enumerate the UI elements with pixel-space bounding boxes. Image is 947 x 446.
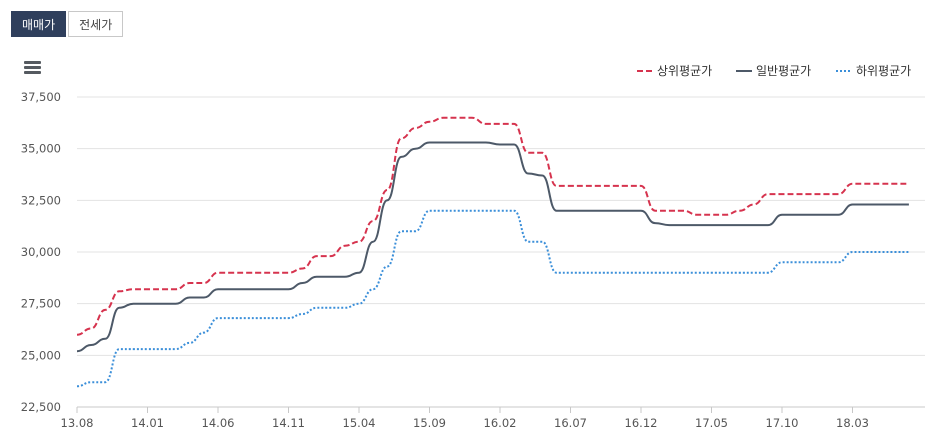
series-line-0 bbox=[76, 116, 909, 336]
price-type-tabs: 매매가 전세가 bbox=[11, 11, 124, 37]
x-tick-label: 17.10 bbox=[766, 416, 799, 430]
y-tick-label: 32,500 bbox=[21, 193, 61, 207]
x-tick-label: 16.02 bbox=[484, 416, 517, 430]
legend-label-1: 일반평균가 bbox=[756, 64, 811, 78]
tab-sale-price[interactable]: 매매가 bbox=[11, 11, 67, 37]
x-tick-label: 14.11 bbox=[272, 416, 305, 430]
x-tick-label: 16.07 bbox=[554, 416, 587, 430]
legend-label-0: 상위평균가 bbox=[657, 64, 712, 78]
y-tick-label: 30,000 bbox=[21, 245, 61, 259]
x-tick-label: 14.06 bbox=[202, 416, 235, 430]
hamburger-menu-icon[interactable] bbox=[24, 60, 42, 76]
y-tick-label: 37,500 bbox=[21, 90, 61, 104]
x-tick-label: 17.05 bbox=[695, 416, 728, 430]
y-tick-label: 35,000 bbox=[21, 142, 61, 156]
y-tick-label: 27,500 bbox=[21, 297, 61, 311]
x-tick-label: 15.04 bbox=[343, 416, 376, 430]
x-tick-label: 16.12 bbox=[625, 416, 658, 430]
legend-label-2: 하위평균가 bbox=[856, 64, 911, 78]
x-tick-label: 15.09 bbox=[413, 416, 446, 430]
y-tick-label: 25,000 bbox=[21, 348, 61, 362]
x-tick-label: 13.08 bbox=[61, 416, 94, 430]
x-tick-label: 14.01 bbox=[131, 416, 164, 430]
series-line-1 bbox=[76, 141, 909, 353]
y-tick-label: 22,500 bbox=[21, 400, 61, 414]
tab-jeonse-price[interactable]: 전세가 bbox=[68, 11, 124, 37]
x-tick-label: 18.03 bbox=[836, 416, 869, 430]
series-line-2 bbox=[76, 209, 909, 388]
